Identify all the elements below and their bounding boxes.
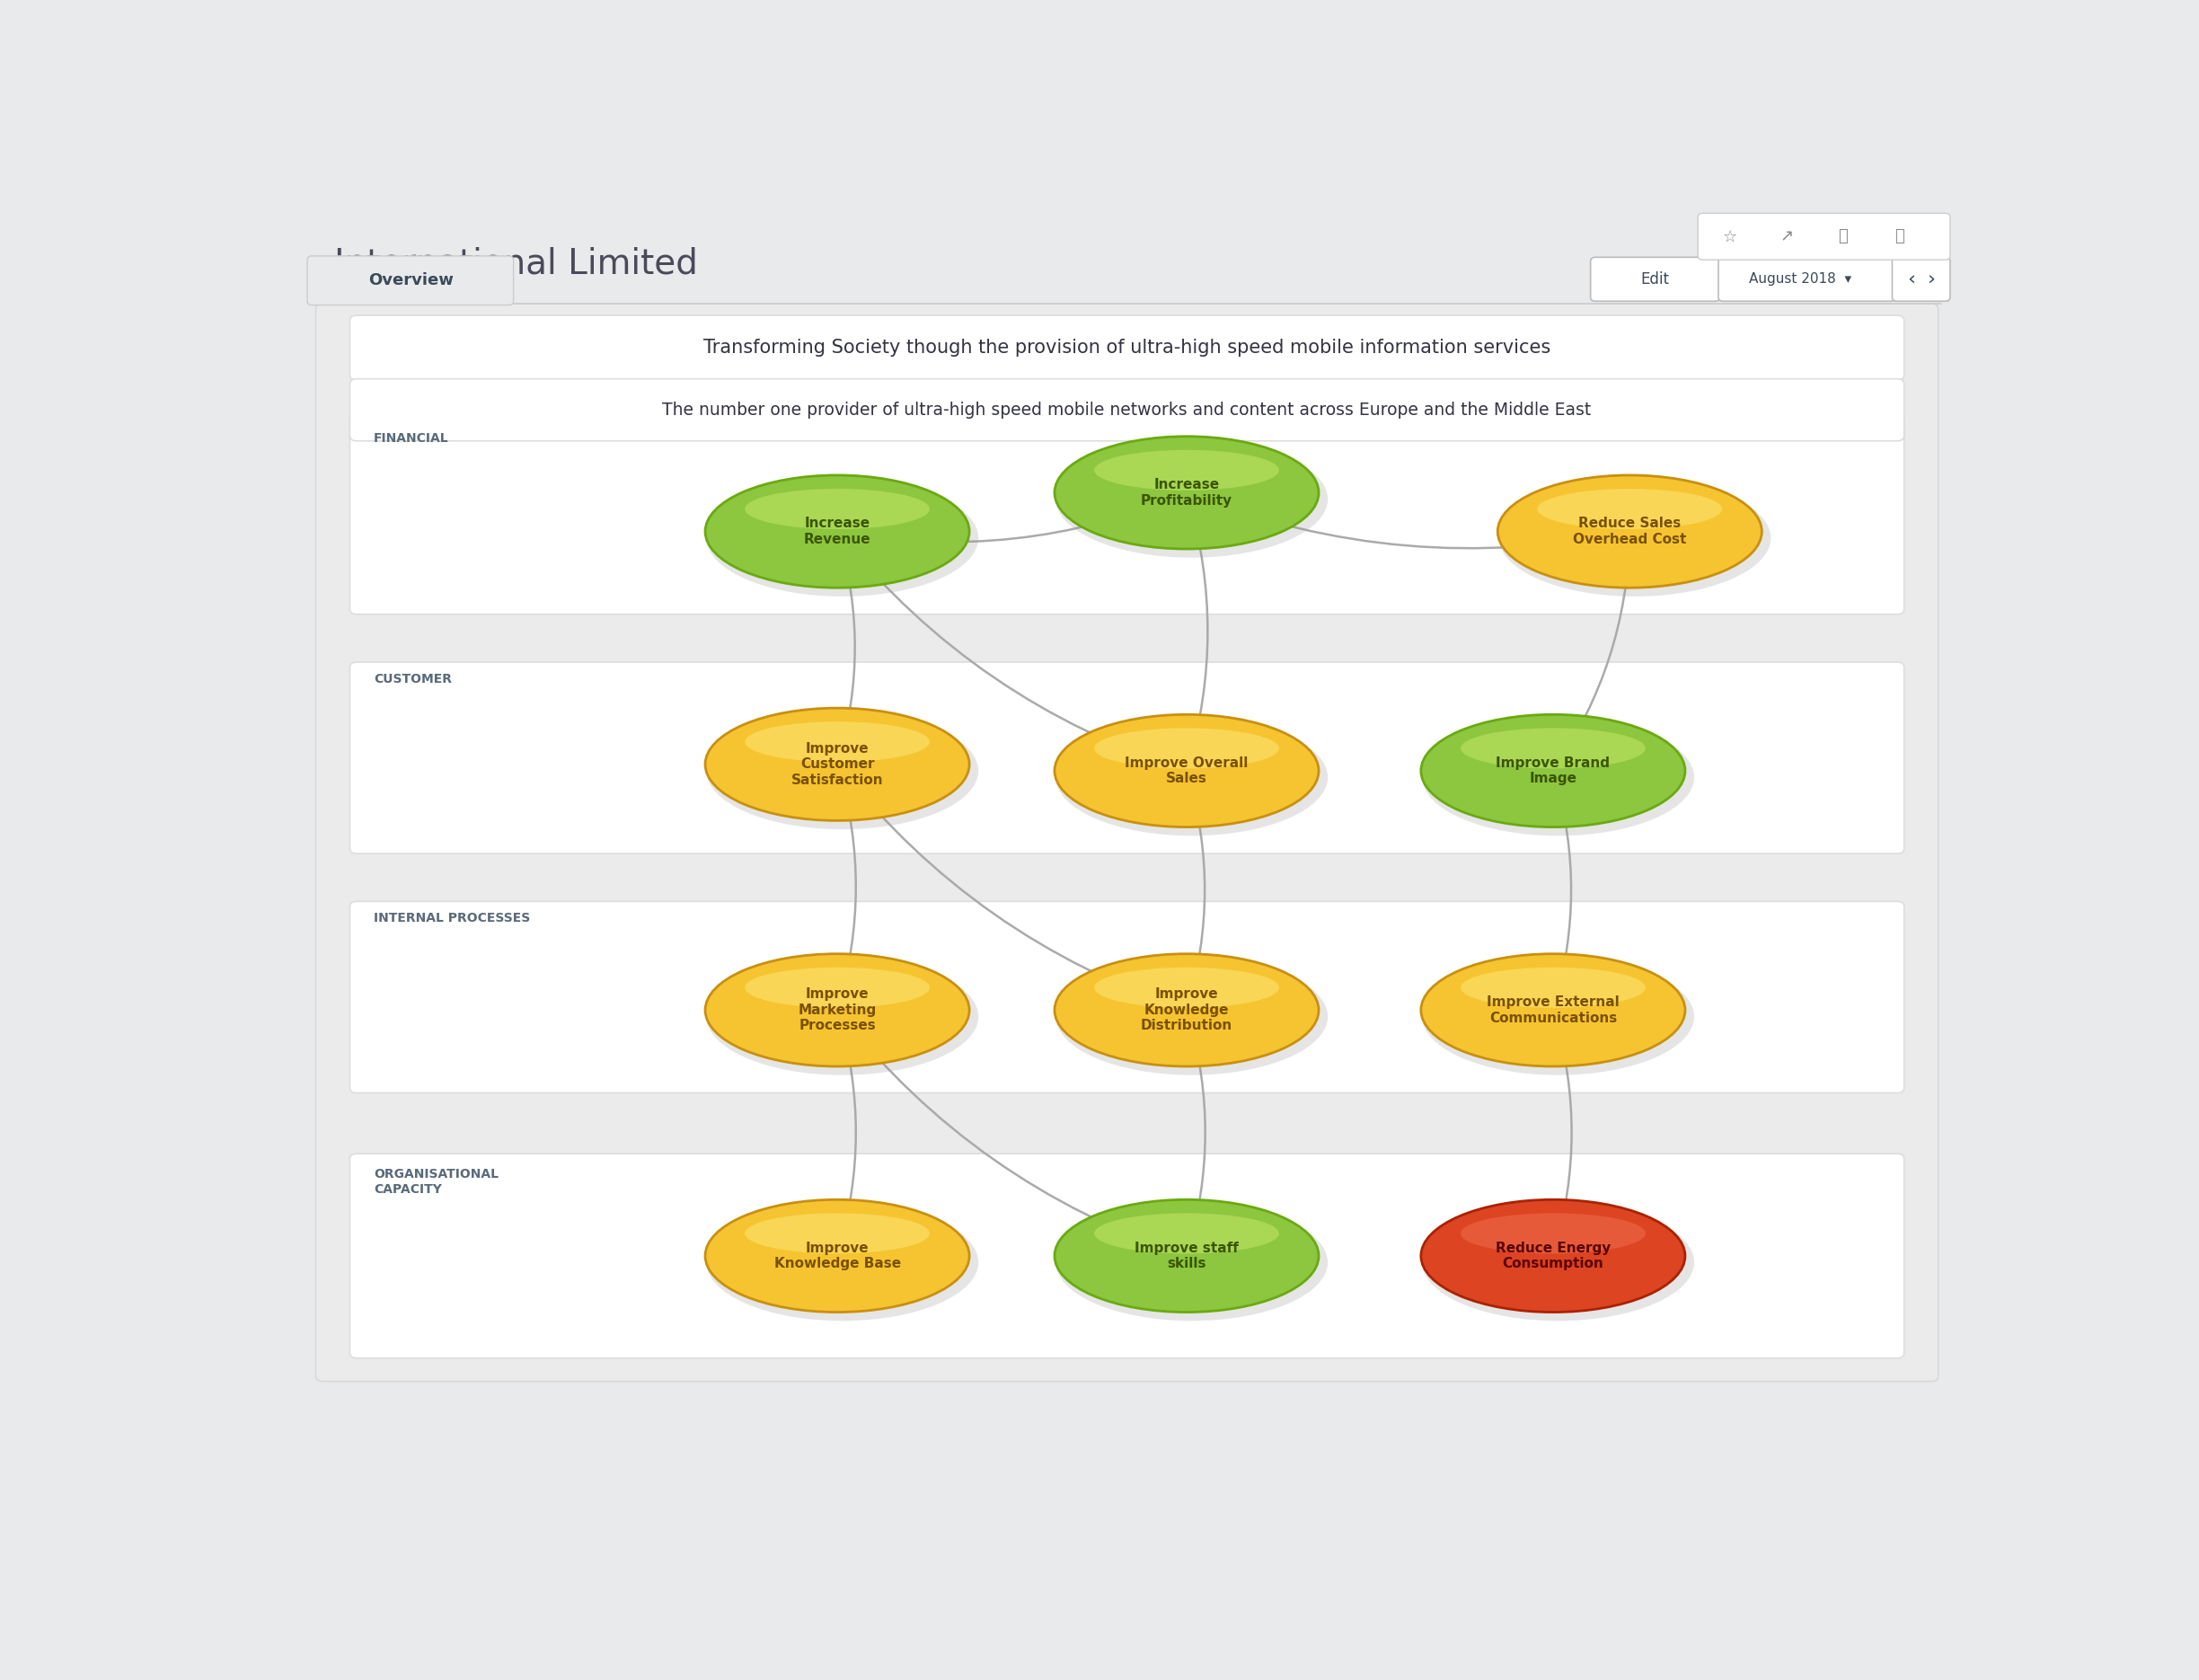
Ellipse shape — [1056, 954, 1319, 1067]
Ellipse shape — [706, 1200, 970, 1312]
Ellipse shape — [706, 1205, 979, 1320]
Ellipse shape — [706, 958, 979, 1075]
Ellipse shape — [1095, 727, 1280, 768]
Text: Improve Brand
Image: Improve Brand Image — [1495, 756, 1610, 785]
Text: Reduce Energy
Consumption: Reduce Energy Consumption — [1495, 1242, 1610, 1270]
FancyBboxPatch shape — [1698, 213, 1951, 260]
Ellipse shape — [706, 479, 979, 596]
Ellipse shape — [1056, 958, 1328, 1075]
Text: ‹: ‹ — [1907, 270, 1915, 289]
FancyBboxPatch shape — [350, 316, 1904, 380]
Text: ⏱: ⏱ — [1893, 228, 1904, 245]
Ellipse shape — [745, 968, 930, 1008]
Ellipse shape — [1056, 714, 1319, 827]
Ellipse shape — [1056, 1205, 1328, 1320]
Ellipse shape — [1421, 954, 1684, 1067]
FancyBboxPatch shape — [1717, 257, 1896, 301]
Text: INTERNAL PROCESSES: INTERNAL PROCESSES — [374, 912, 530, 924]
Text: Overview: Overview — [369, 272, 453, 289]
Text: ⓘ: ⓘ — [1838, 228, 1847, 245]
Text: FINANCIAL: FINANCIAL — [374, 432, 449, 445]
Text: Improve staff
skills: Improve staff skills — [1135, 1242, 1238, 1270]
Text: ↗: ↗ — [1779, 228, 1794, 245]
Ellipse shape — [1095, 968, 1280, 1008]
Text: Increase
Profitability: Increase Profitability — [1141, 479, 1231, 507]
Ellipse shape — [1056, 440, 1328, 558]
Text: CUSTOMER: CUSTOMER — [374, 672, 451, 685]
FancyBboxPatch shape — [1891, 257, 1951, 301]
Ellipse shape — [1423, 719, 1693, 835]
Text: Edit: Edit — [1640, 270, 1669, 287]
Ellipse shape — [1095, 450, 1280, 491]
Text: Improve
Knowledge Base: Improve Knowledge Base — [774, 1242, 902, 1270]
Ellipse shape — [1056, 719, 1328, 835]
Text: Improve
Customer
Satisfaction: Improve Customer Satisfaction — [792, 743, 884, 786]
Ellipse shape — [706, 707, 970, 820]
Text: ☆: ☆ — [1724, 228, 1737, 245]
Ellipse shape — [1498, 475, 1761, 588]
FancyBboxPatch shape — [350, 1154, 1904, 1357]
Text: ›: › — [1929, 270, 1935, 289]
Text: Improve External
Communications: Improve External Communications — [1487, 996, 1618, 1025]
Text: International Limited: International Limited — [334, 247, 699, 281]
FancyBboxPatch shape — [350, 902, 1904, 1094]
Ellipse shape — [1423, 1205, 1693, 1320]
FancyBboxPatch shape — [1590, 257, 1720, 301]
Text: Transforming Society though the provision of ultra-high speed mobile information: Transforming Society though the provisio… — [704, 339, 1550, 356]
Ellipse shape — [1423, 958, 1693, 1075]
Ellipse shape — [706, 712, 979, 830]
Ellipse shape — [1421, 714, 1684, 827]
Text: Increase
Revenue: Increase Revenue — [805, 517, 871, 546]
FancyBboxPatch shape — [350, 378, 1904, 440]
Ellipse shape — [1421, 1200, 1684, 1312]
FancyBboxPatch shape — [317, 304, 1937, 1381]
Ellipse shape — [745, 1213, 930, 1253]
Ellipse shape — [1460, 968, 1645, 1008]
Ellipse shape — [1056, 437, 1319, 549]
Ellipse shape — [1460, 1213, 1645, 1253]
Text: Reduce Sales
Overhead Cost: Reduce Sales Overhead Cost — [1572, 517, 1687, 546]
Ellipse shape — [706, 475, 970, 588]
Text: Improve
Marketing
Processes: Improve Marketing Processes — [798, 988, 877, 1033]
Ellipse shape — [1537, 489, 1722, 529]
Text: ORGANISATIONAL
CAPACITY: ORGANISATIONAL CAPACITY — [374, 1168, 499, 1196]
Text: Improve Overall
Sales: Improve Overall Sales — [1126, 756, 1249, 785]
Ellipse shape — [745, 489, 930, 529]
Text: Improve
Knowledge
Distribution: Improve Knowledge Distribution — [1141, 988, 1234, 1033]
Ellipse shape — [745, 721, 930, 763]
Ellipse shape — [1056, 1200, 1319, 1312]
FancyBboxPatch shape — [350, 662, 1904, 853]
Text: August 2018  ▾: August 2018 ▾ — [1748, 272, 1852, 286]
Ellipse shape — [706, 954, 970, 1067]
Ellipse shape — [1095, 1213, 1280, 1253]
Text: The number one provider of ultra-high speed mobile networks and content across E: The number one provider of ultra-high sp… — [662, 402, 1592, 418]
Ellipse shape — [1500, 479, 1770, 596]
Ellipse shape — [1460, 727, 1645, 768]
FancyBboxPatch shape — [350, 417, 1904, 615]
FancyBboxPatch shape — [308, 255, 515, 306]
